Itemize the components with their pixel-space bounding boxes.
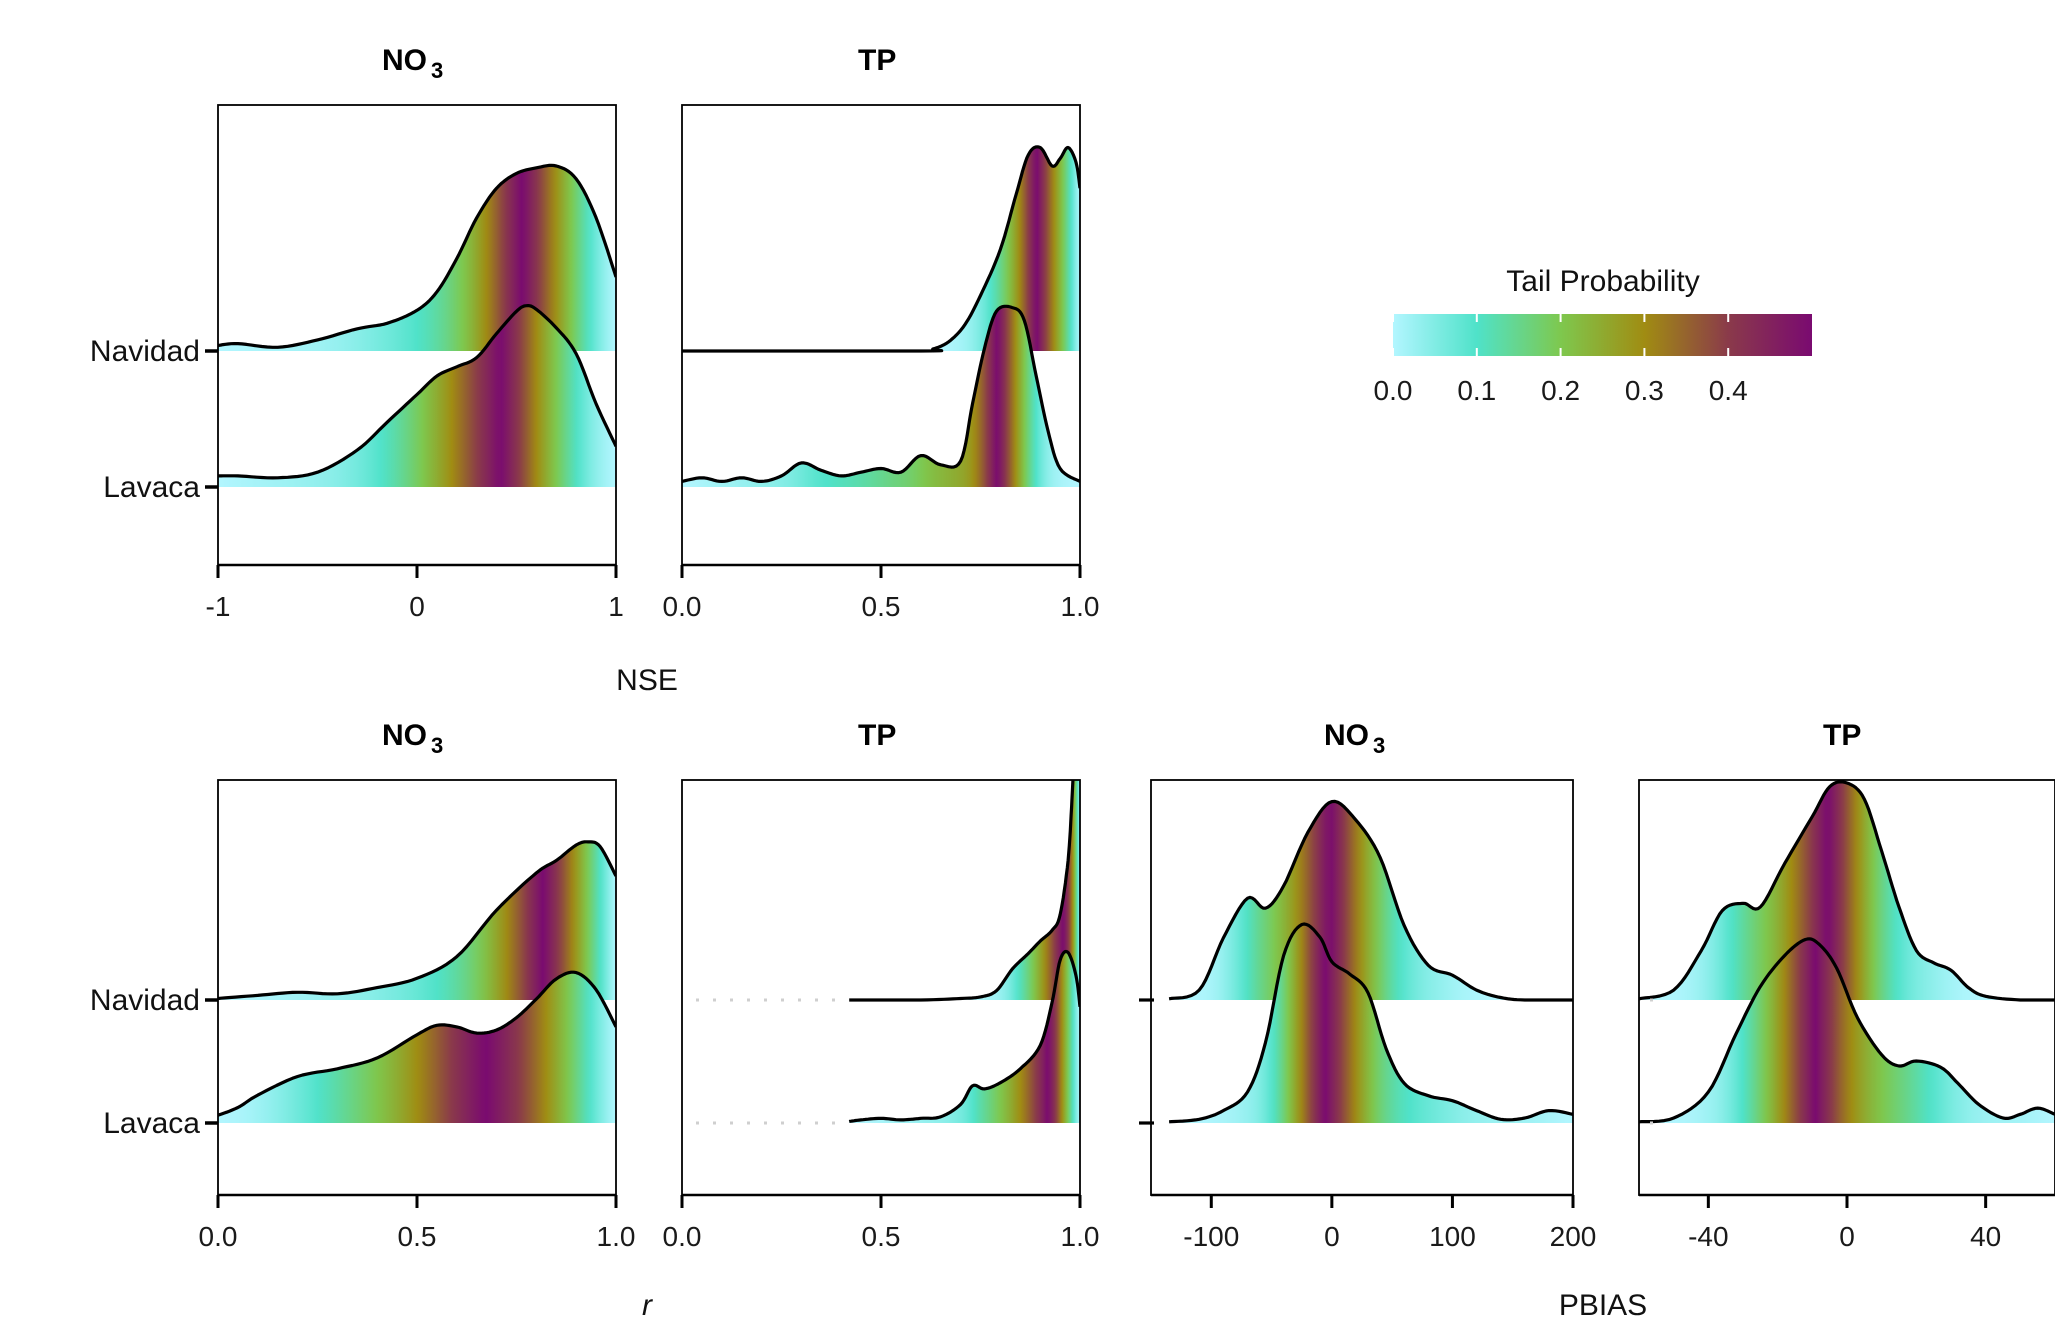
density-fill-navidad xyxy=(1169,801,1573,1000)
density-fill-navidad xyxy=(1639,781,2055,1000)
legend-colorbar xyxy=(1393,314,1812,356)
x-tick-label: 0 xyxy=(1839,1221,1855,1252)
density-line-navidad xyxy=(218,840,616,1001)
density-line-navidad xyxy=(682,145,1080,353)
density-line-lavaca xyxy=(848,949,1080,1124)
x-tick-label: 1 xyxy=(608,591,624,622)
panel-nse_tp: 0.0 0.5 1.0 xyxy=(663,104,1100,622)
x-tick-label: 1.0 xyxy=(1061,591,1100,622)
panel-plot-area xyxy=(1168,799,1573,1124)
panel-plot-area xyxy=(218,163,616,487)
x-tick-label: 0 xyxy=(409,591,425,622)
panel-plot-area xyxy=(218,840,616,1123)
density-fill-navidad xyxy=(218,841,616,1000)
x-tick-label: 40 xyxy=(1970,1221,2001,1252)
x-tick-label: 0.0 xyxy=(663,1221,702,1252)
density-line-lavaca xyxy=(218,304,616,480)
panel-title-r-tp: TP xyxy=(858,719,896,752)
panel-r_no3: 0.0 0.5 1.0 Navidad Lavaca xyxy=(90,779,636,1252)
panel-title-r-no3: NO 3 xyxy=(382,719,443,758)
x-tick-label: 0.0 xyxy=(199,1221,238,1252)
panel-title-pbias-tp: TP xyxy=(1823,719,1861,752)
panel-nse_no3: -1 0 1 Navidad Lavaca xyxy=(90,104,624,622)
panel-plot-area xyxy=(1639,780,2055,1125)
x-tick-label: 200 xyxy=(1550,1221,1597,1252)
y-tick-label-lavaca: Lavaca xyxy=(103,1107,200,1140)
panel-pbias_no3: -100 0 100 200 xyxy=(1139,779,1597,1252)
density-line-lavaca xyxy=(218,970,616,1117)
x-tick-label: -40 xyxy=(1688,1221,1728,1252)
x-tick-label: 0.5 xyxy=(862,1221,901,1252)
x-tick-label: 0.5 xyxy=(862,591,901,622)
density-fill-lavaca xyxy=(218,972,616,1123)
legend: Tail Probability 0.0 0.1 0.2 0.3 0.4 xyxy=(1374,265,1812,406)
x-axis-title-pbias: PBIAS xyxy=(1559,1289,1647,1322)
panel-plot-area xyxy=(696,780,1080,1125)
density-fill-navidad xyxy=(849,780,1080,1000)
x-tick-label: -100 xyxy=(1183,1221,1239,1252)
y-tick-label-navidad: Navidad xyxy=(90,984,200,1017)
density-line-navidad xyxy=(1168,799,1573,1002)
density-line-navidad xyxy=(849,780,1075,1002)
density-line-navidad xyxy=(218,163,616,349)
y-tick-label-navidad: Navidad xyxy=(90,335,200,368)
panel-pbias_tp: -40 0 40 xyxy=(1638,779,2055,1252)
x-tick-label: 0.5 xyxy=(398,1221,437,1252)
panel-title-nse-no3: NO 3 xyxy=(382,44,443,83)
density-fill-lavaca xyxy=(682,306,1080,487)
legend-tick-label: 0.1 xyxy=(1457,375,1496,406)
x-tick-label: 0.0 xyxy=(663,591,702,622)
legend-tick-label: 0.0 xyxy=(1374,375,1413,406)
panel-r_tp: 0.0 0.5 1.0 xyxy=(663,779,1100,1252)
panel-title-pbias-no3: NO 3 xyxy=(1324,719,1385,758)
density-fill-lavaca xyxy=(1169,924,1573,1123)
y-tick-label-lavaca: Lavaca xyxy=(103,471,200,504)
panel-plot-area xyxy=(682,145,1080,487)
legend-tick-label: 0.2 xyxy=(1541,375,1580,406)
panel-title-nse-tp: TP xyxy=(858,44,896,77)
x-axis-title-r: r xyxy=(642,1289,653,1322)
density-line-lavaca xyxy=(682,304,1080,483)
density-fill-navidad xyxy=(218,165,616,351)
x-tick-label: -1 xyxy=(206,591,231,622)
x-tick-label: 0 xyxy=(1324,1221,1340,1252)
legend-tick-label: 0.3 xyxy=(1625,375,1664,406)
x-tick-label: 100 xyxy=(1429,1221,1476,1252)
density-line-lavaca xyxy=(1168,922,1573,1124)
density-fill-navidad xyxy=(682,146,1080,351)
density-line-lavaca xyxy=(1639,937,2055,1124)
density-line-navidad xyxy=(1639,780,2055,1002)
density-fill-lavaca xyxy=(849,951,1080,1123)
x-tick-label: 1.0 xyxy=(597,1221,636,1252)
legend-tick-label: 0.4 xyxy=(1709,375,1748,406)
x-tick-label: 1.0 xyxy=(1061,1221,1100,1252)
x-axis-title-nse: NSE xyxy=(616,664,678,697)
legend-title: Tail Probability xyxy=(1506,265,1699,298)
